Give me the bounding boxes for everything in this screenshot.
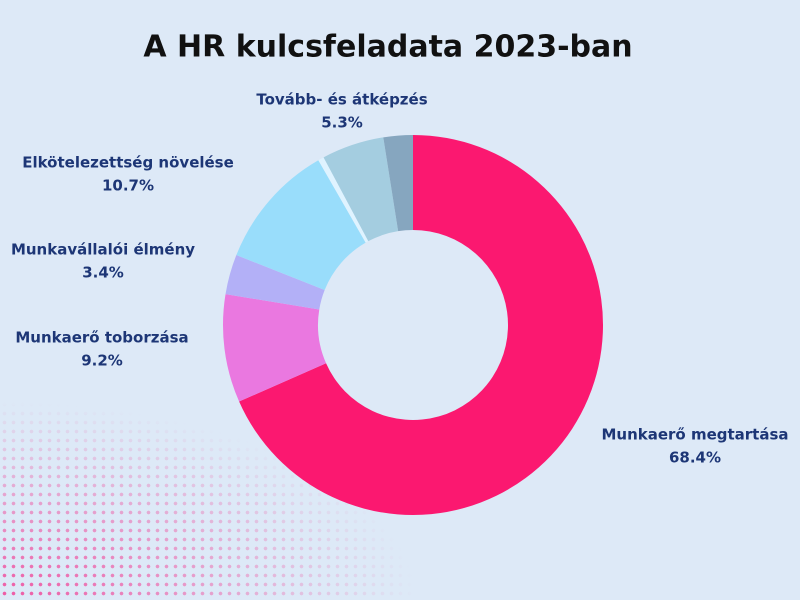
- slice-label: Munkavállalói élmény: [11, 241, 195, 259]
- slice-value-label: 68.4%: [669, 449, 721, 467]
- donut-slice: [225, 255, 325, 310]
- slice-label: Munkaerő megtartása: [601, 426, 788, 444]
- chart-title: A HR kulcsfeladata 2023-ban: [143, 30, 632, 65]
- donut-slice: [222, 294, 327, 402]
- slice-value-label: 5.3%: [321, 114, 363, 132]
- slice-label: Tovább- és átképzés: [256, 91, 427, 109]
- slice-label: Munkaerő toborzása: [15, 329, 188, 347]
- donut-slice: [236, 160, 366, 291]
- slice-value-label: 9.2%: [81, 352, 123, 370]
- slice-value-label: 3.4%: [82, 264, 124, 282]
- donut-slice: [383, 135, 413, 232]
- donut-slice: [323, 137, 399, 242]
- slice-value-label: 10.7%: [102, 177, 154, 195]
- donut-slice: [239, 135, 603, 515]
- donut-slice: [318, 157, 369, 243]
- slice-label: Elkötelezettség növelése: [22, 154, 234, 172]
